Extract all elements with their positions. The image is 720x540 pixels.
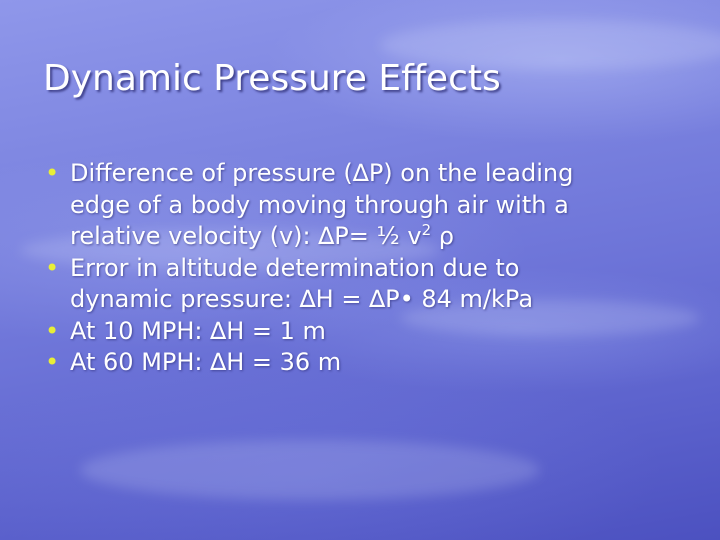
bullet-line: edge of a body moving through air with a (70, 190, 569, 219)
bullet-item: • Difference of pressure (∆P) on the lea… (45, 158, 705, 253)
bullet-line: At 60 MPH: ∆H = 36 m (70, 348, 342, 376)
bullet-marker: • (45, 316, 60, 345)
bullet-marker: • (45, 159, 60, 187)
slide-title: Dynamic Pressure Effects (43, 58, 501, 99)
background-streak (380, 20, 720, 70)
background-streak (400, 300, 700, 336)
bullet-line: relative velocity (v): ∆P= ½ v2 ρ (70, 221, 705, 253)
rho-symbol: ρ (431, 222, 455, 250)
bullet-marker: • (45, 348, 60, 376)
bullet-list: • Difference of pressure (∆P) on the lea… (45, 158, 705, 379)
formula-text: relative velocity (v): ∆P= ½ v (70, 222, 422, 250)
bullet-item: • At 60 MPH: ∆H = 36 m (45, 347, 705, 379)
bullet-line: Difference of pressure (∆P) on the leadi… (70, 159, 574, 187)
background-streak (20, 230, 440, 270)
bullet-line: Error in altitude determination due to (70, 253, 520, 282)
bullet-marker: • (45, 253, 60, 282)
bullet-item: • At 10 MPH: ∆H = 1 m (45, 316, 705, 348)
superscript: 2 (421, 221, 432, 239)
background-streak (80, 440, 540, 500)
bullet-item: • Error in altitude determination due to… (45, 253, 705, 316)
bullet-line: dynamic pressure: ∆H = ∆P• 84 m/kPa (70, 285, 534, 313)
bullet-line: At 10 MPH: ∆H = 1 m (70, 316, 326, 345)
